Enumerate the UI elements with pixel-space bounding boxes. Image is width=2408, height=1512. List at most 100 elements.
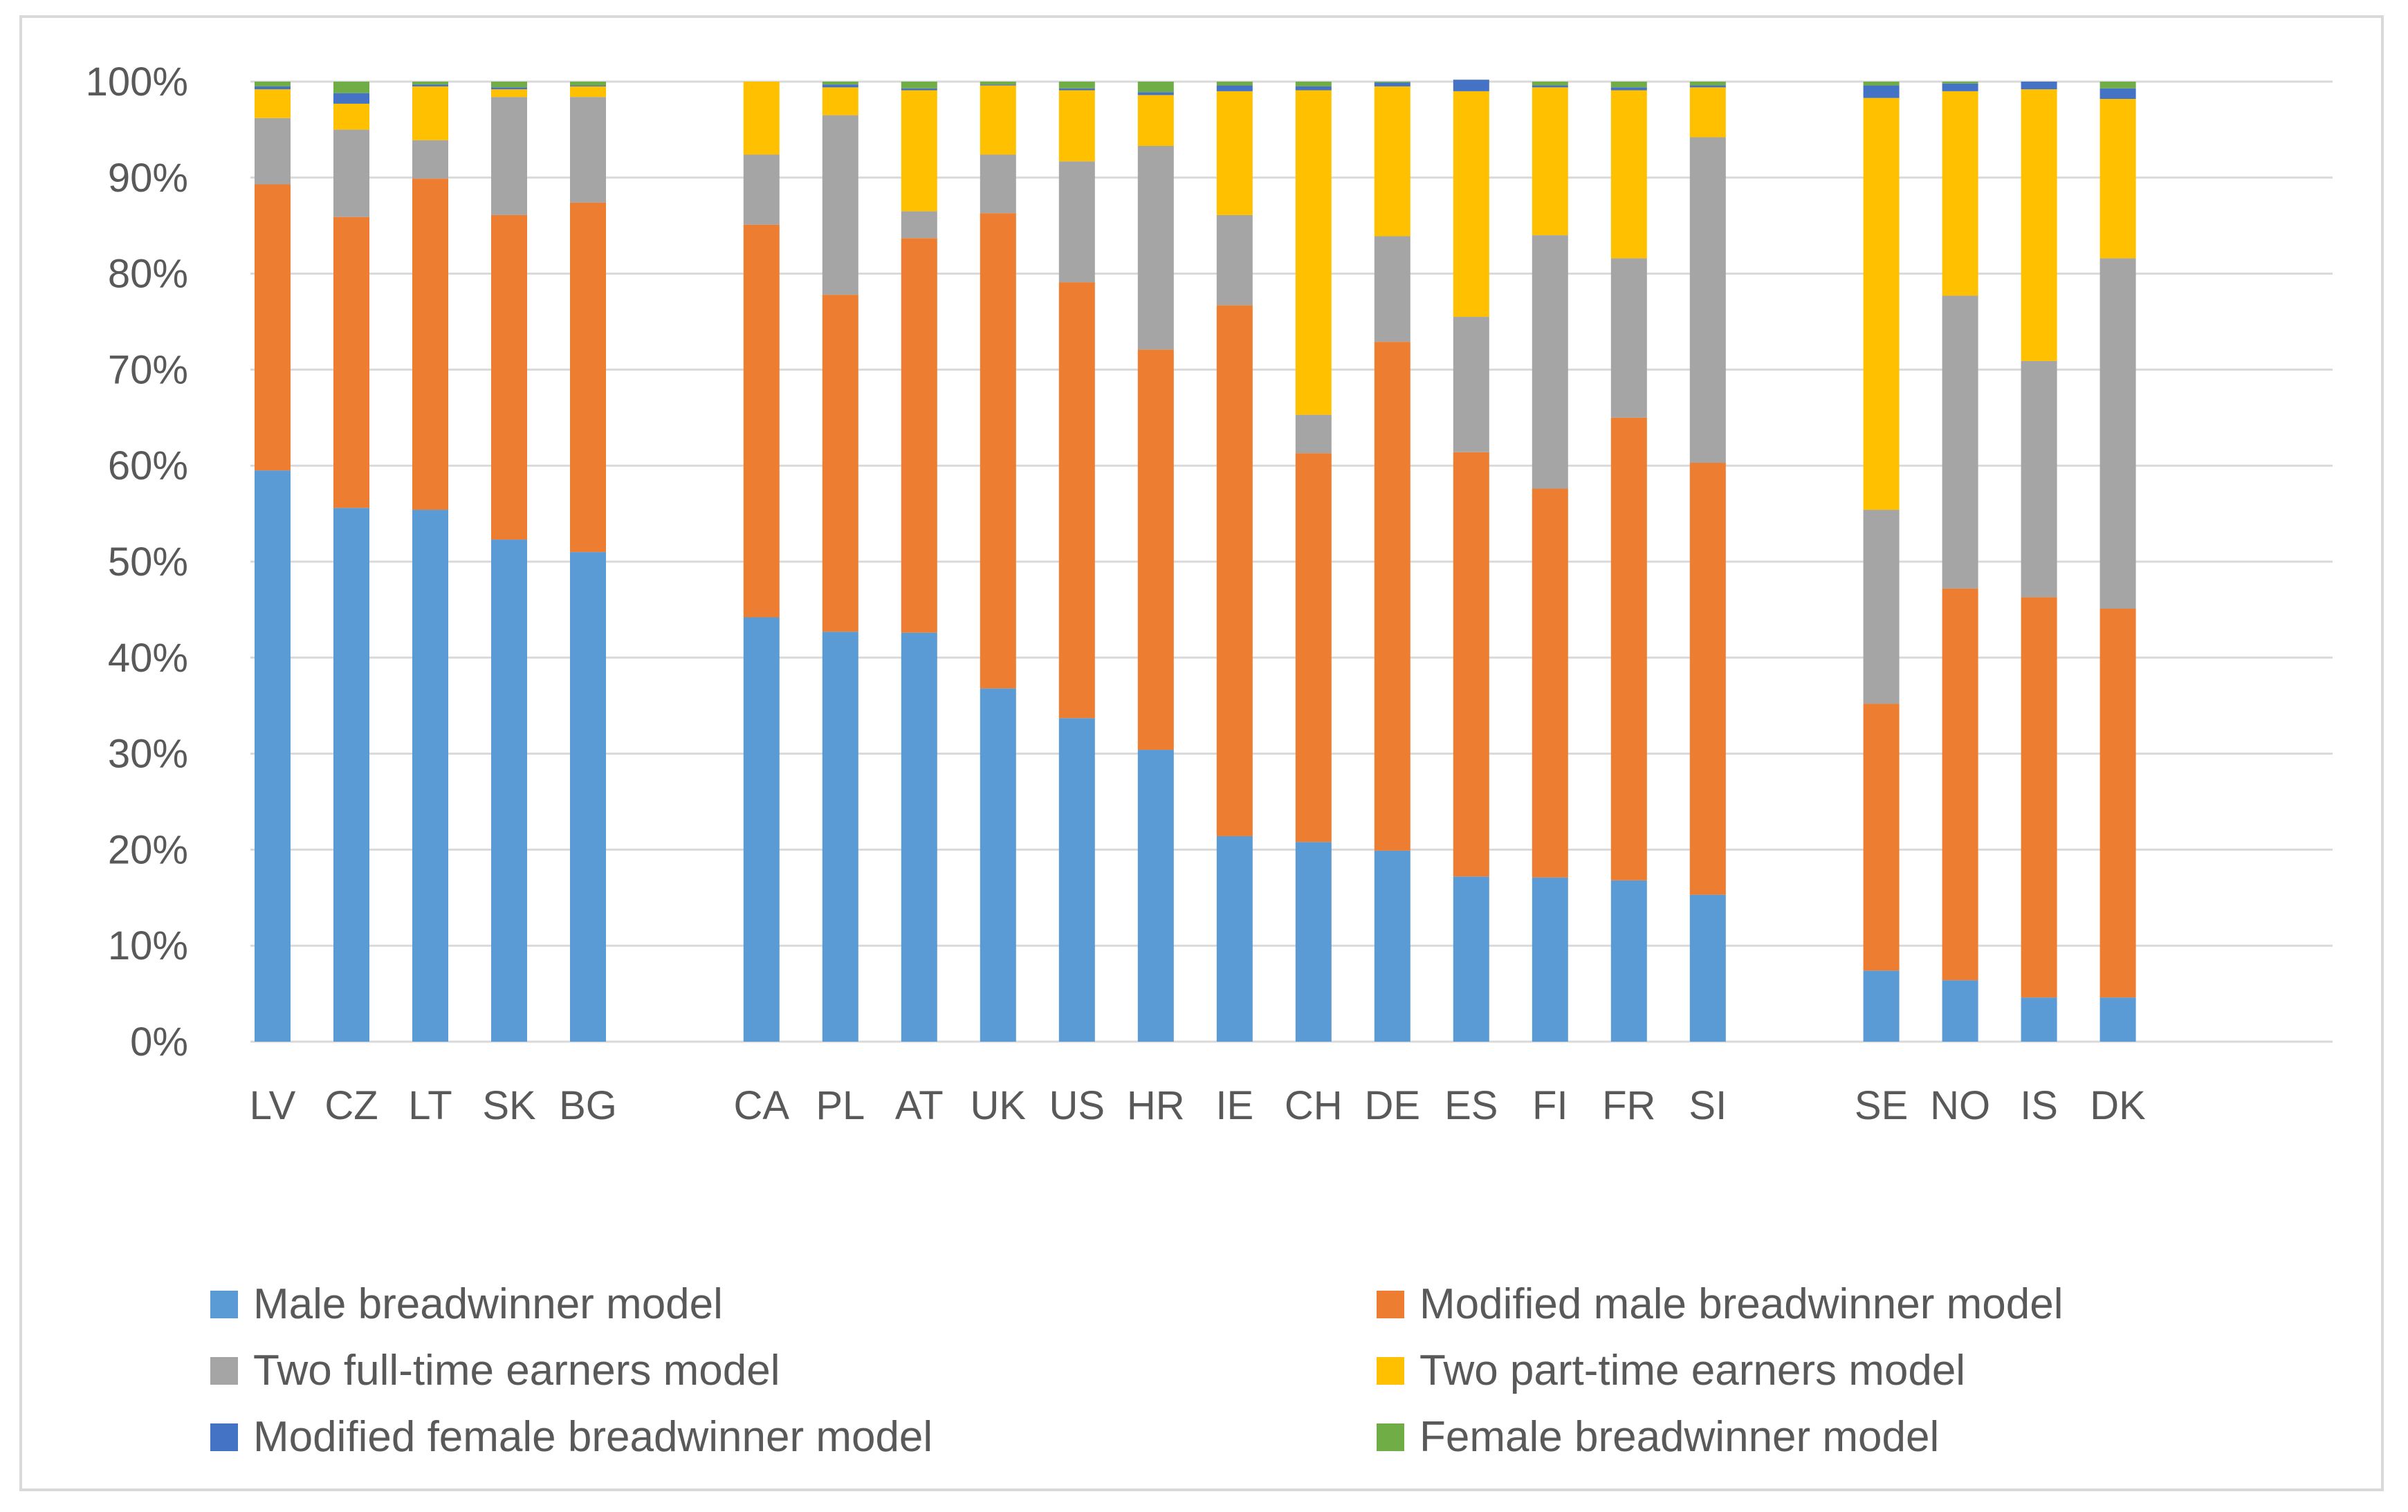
bar-segment-se	[1863, 98, 1900, 510]
bar-segment-dk	[2099, 258, 2136, 609]
bar-segment-si	[1689, 137, 1726, 463]
bar-segment-no	[1942, 83, 1978, 91]
bar-segment-lv	[255, 470, 291, 1042]
bar-segment-fr	[1610, 417, 1647, 881]
bar-segment-dk	[2099, 609, 2136, 998]
bar-segment-uk	[980, 84, 1016, 86]
bar-segment-dk	[2099, 88, 2136, 99]
bar-segment-uk	[980, 85, 1016, 155]
bar-segment-ie	[1216, 82, 1253, 86]
bar-segment-us	[1058, 282, 1095, 719]
bar-segment-es	[1453, 876, 1489, 1042]
legend: Male breadwinner model Modified male brea…	[210, 1280, 2063, 1461]
y-tick-label: 0%	[130, 1020, 188, 1064]
bar-segment-is	[2021, 360, 2057, 598]
bar-segment-se	[1863, 970, 1900, 1042]
bar-segment-ch	[1295, 453, 1332, 842]
bar-segment-cz	[333, 82, 369, 93]
bar-segment-de	[1374, 82, 1410, 86]
bar-segment-sk	[491, 97, 527, 215]
bar-segment-fr	[1610, 880, 1647, 1042]
bar-segment-pl	[822, 295, 858, 632]
bar-segment-dk	[2099, 98, 2136, 259]
bar-segment-ie	[1216, 85, 1253, 91]
bar-segment-bg	[570, 97, 606, 203]
bar-segment-us	[1058, 82, 1095, 89]
bar-segment-no	[1942, 980, 1978, 1042]
bar-segment-si	[1689, 894, 1726, 1042]
bar-segment-sk	[491, 82, 527, 88]
bar-segment-lv	[255, 89, 291, 118]
bar-segment-hr	[1137, 349, 1174, 750]
bar-segment-cz	[333, 508, 369, 1042]
bar-segment-lt	[412, 86, 448, 140]
legend-swatch	[210, 1423, 238, 1451]
bar-segment-lv	[255, 184, 291, 471]
bar-segment-cz	[333, 129, 369, 217]
x-category-label: AT	[895, 1083, 944, 1128]
bar-segment-pl	[822, 631, 858, 1042]
bar-segment-ca	[743, 82, 780, 155]
bar-segment-de	[1374, 236, 1410, 342]
bar-segment-es	[1453, 80, 1489, 91]
bar-segment-is	[2021, 82, 2057, 90]
bar-segment-us	[1058, 88, 1095, 91]
bar-segment-si	[1689, 82, 1726, 86]
y-axis-ticks: 0% 10% 20% 30% 40% 50% 60% 70% 80% 90% 100%	[86, 59, 188, 1064]
bar-segment-at	[901, 211, 937, 239]
bar-segment-no	[1942, 91, 1978, 296]
x-category-label: BG	[559, 1083, 617, 1128]
legend-swatch	[210, 1291, 238, 1318]
x-category-label: CA	[734, 1083, 790, 1128]
bar-segment-cz	[333, 103, 369, 130]
bar-segment-ch	[1295, 86, 1332, 91]
bar-segment-dk	[2099, 82, 2136, 89]
x-axis-categories: LV CZ LT SK BG CA PL AT UK US HR IE CH DE ES FI FR SI SE NO…	[250, 1083, 2147, 1128]
bar-segment-si	[1689, 85, 1726, 88]
bar-segment-ch	[1295, 90, 1332, 415]
x-category-label: SK	[482, 1083, 536, 1128]
legend-swatch	[1377, 1291, 1404, 1318]
bar-segment-at	[901, 238, 937, 633]
bar-segment-pl	[822, 87, 858, 116]
bar-segment-es	[1453, 452, 1489, 877]
bar-segment-cz	[333, 216, 369, 508]
bar-segment-no	[1942, 295, 1978, 589]
bar-segment-sk	[491, 214, 527, 540]
bar-segment-ie	[1216, 836, 1253, 1042]
bar-segments	[255, 80, 2136, 1042]
x-category-label: IS	[2020, 1083, 2058, 1128]
legend-label: Two part-time earners model	[1419, 1347, 1965, 1394]
bar-segment-bg	[570, 86, 606, 98]
x-category-label: FI	[1532, 1083, 1568, 1128]
x-category-label: LV	[250, 1083, 296, 1128]
bar-segment-ie	[1216, 305, 1253, 836]
bar-segment-us	[1058, 718, 1095, 1042]
y-tick-label: 80%	[108, 252, 188, 297]
bar-segment-dk	[2099, 997, 2136, 1042]
bar-segment-bg	[570, 552, 606, 1042]
bar-segment-uk	[980, 213, 1016, 689]
bar-segment-se	[1863, 82, 1900, 86]
bar-segment-se	[1863, 85, 1900, 98]
bar-segment-es	[1453, 317, 1489, 452]
bar-segment-sk	[491, 87, 527, 90]
bar-segment-is	[2021, 89, 2057, 361]
legend-swatch	[210, 1357, 238, 1385]
bar-segment-fr	[1610, 87, 1647, 91]
bar-segment-fi	[1532, 488, 1568, 878]
bar-segment-ch	[1295, 842, 1332, 1042]
bar-segment-at	[901, 90, 937, 212]
bar-segment-fr	[1610, 258, 1647, 418]
bar-segment-de	[1374, 850, 1410, 1042]
bar-segment-fr	[1610, 82, 1647, 88]
bar-segment-us	[1058, 90, 1095, 162]
bar-segment-lt	[412, 178, 448, 510]
x-category-label: HR	[1127, 1083, 1185, 1128]
x-category-label: SI	[1689, 1083, 1727, 1128]
chart-frame: 0% 10% 20% 30% 40% 50% 60% 70% 80% 90% 100% LV CZ LT…	[19, 15, 2384, 1491]
bar-segment-ca	[743, 617, 780, 1042]
bar-segment-sk	[491, 89, 527, 98]
bar-segment-se	[1863, 510, 1900, 704]
bar-segment-pl	[822, 115, 858, 295]
